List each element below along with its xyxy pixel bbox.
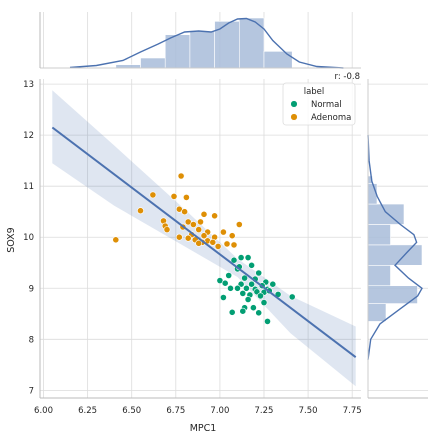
adenoma-point [182,193,190,201]
top-hist-bar [263,51,293,69]
adenoma-point [200,232,208,240]
normal-point [244,296,252,303]
normal-point [269,280,277,288]
normal-point [216,277,224,284]
x-tick-label: 7.50 [299,406,318,416]
adenoma-point [177,172,185,180]
adenoma-point [223,240,231,248]
y-tick-label: 8 [29,335,34,345]
x-tick-label: 7.75 [343,406,362,416]
normal-point [255,309,263,317]
normal-point [230,256,238,264]
adenoma-point [197,218,204,226]
top-hist-bar [164,34,191,69]
adenoma-point [175,233,183,241]
y-tick-label: 9 [29,284,34,294]
normal-point [228,308,236,316]
adenoma-point [230,241,238,249]
x-tick-label: 6.50 [122,406,141,416]
normal-point [248,261,255,269]
right-kde-curve [367,135,423,360]
adenoma-point [214,242,222,250]
legend-label-adenoma: Adenoma [311,113,351,123]
y-tick-label: 12 [23,131,34,141]
normal-point [264,317,271,325]
legend-marker-normal [290,100,298,108]
adenoma-point [181,208,188,216]
adenoma-point [189,221,197,228]
x-axis-label: MPC1 [190,423,217,434]
main-grid [40,79,361,398]
top-kde-curve [69,17,344,69]
y-tick-label: 13 [23,80,34,90]
adenoma-point [170,192,178,200]
adenoma-point [137,207,144,215]
normal-point [255,269,263,277]
normal-point [257,292,264,300]
normal-point [237,254,245,261]
right-hist-bar [367,224,391,246]
y-tick-label: 11 [23,182,34,192]
top-marginal [40,17,361,69]
adenoma-point [163,226,171,233]
normal-point [260,299,268,306]
top-hist-bar [189,31,215,69]
adenoma-point [195,226,203,233]
legend-label-normal: Normal [311,100,342,110]
adenoma-point [228,232,236,240]
adenoma-point [219,228,227,236]
normal-point [242,284,250,292]
adenoma-point [211,212,218,220]
normal-point [241,274,248,282]
right-hist-bar [367,303,387,322]
normal-point [234,284,241,292]
right-hist-bar [367,264,391,287]
normal-point [219,294,227,301]
normal-point [221,279,229,287]
normal-point [227,284,234,292]
normal-point [288,293,296,301]
normal-point [248,280,255,288]
axes-frame [39,12,428,399]
tick-labels: 6.00 6.25 6.50 6.75 7.00 7.25 7.50 7.75 7 8 9 10 11 1… [23,80,361,416]
x-tick-label: 6.00 [34,406,53,416]
legend: label Normal Adenoma [282,82,356,126]
right-marginal [367,79,423,398]
normal-point [249,304,257,312]
top-hist-bar [214,21,240,69]
legend-box [282,82,356,126]
normal-point [244,254,252,261]
y-tick-label: 10 [23,233,34,243]
x-tick-label: 6.25 [78,406,97,416]
right-hist-bar [367,203,405,225]
adenoma-point [195,239,203,247]
y-tick-label: 7 [29,386,34,396]
adenoma-point [200,210,208,218]
regression-line-path [51,126,357,358]
x-tick-label: 6.75 [166,406,185,416]
normal-point [239,289,247,297]
normal-point [225,272,233,279]
adenoma-point [235,221,243,228]
legend-title: label [304,87,325,97]
x-tick-label: 7.00 [210,406,229,416]
y-axis-label: SOX9 [6,227,17,252]
normal-point [239,307,247,315]
adenoma-point [112,236,120,244]
adenoma-point [149,191,157,199]
x-tick-label: 7.25 [255,406,274,416]
regression-line [51,126,357,358]
right-hist-bar [367,244,423,266]
top-hist-bar [140,57,166,69]
adenoma-point [209,238,217,246]
legend-marker-adenoma [290,113,298,121]
adenoma-point [184,234,192,242]
correlation-annotation: r: -0.8 [335,72,361,82]
